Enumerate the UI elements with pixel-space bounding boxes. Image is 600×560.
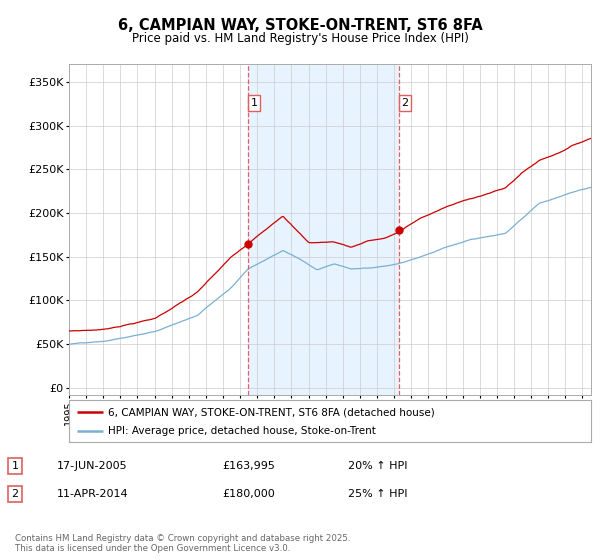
Text: 6, CAMPIAN WAY, STOKE-ON-TRENT, ST6 8FA (detached house): 6, CAMPIAN WAY, STOKE-ON-TRENT, ST6 8FA … <box>108 407 435 417</box>
Text: 1: 1 <box>251 98 257 108</box>
Text: 1: 1 <box>11 461 19 471</box>
Text: HPI: Average price, detached house, Stoke-on-Trent: HPI: Average price, detached house, Stok… <box>108 426 376 436</box>
Text: £180,000: £180,000 <box>222 489 275 499</box>
Text: 2: 2 <box>11 489 19 499</box>
Bar <box>248 64 399 395</box>
Text: Price paid vs. HM Land Registry's House Price Index (HPI): Price paid vs. HM Land Registry's House … <box>131 32 469 45</box>
Text: £163,995: £163,995 <box>222 461 275 471</box>
Text: Contains HM Land Registry data © Crown copyright and database right 2025.
This d: Contains HM Land Registry data © Crown c… <box>15 534 350 553</box>
Text: 20% ↑ HPI: 20% ↑ HPI <box>348 461 407 471</box>
Text: 2: 2 <box>401 98 409 108</box>
Text: 6, CAMPIAN WAY, STOKE-ON-TRENT, ST6 8FA: 6, CAMPIAN WAY, STOKE-ON-TRENT, ST6 8FA <box>118 18 482 33</box>
Text: 25% ↑ HPI: 25% ↑ HPI <box>348 489 407 499</box>
Text: 17-JUN-2005: 17-JUN-2005 <box>57 461 128 471</box>
Text: 11-APR-2014: 11-APR-2014 <box>57 489 128 499</box>
